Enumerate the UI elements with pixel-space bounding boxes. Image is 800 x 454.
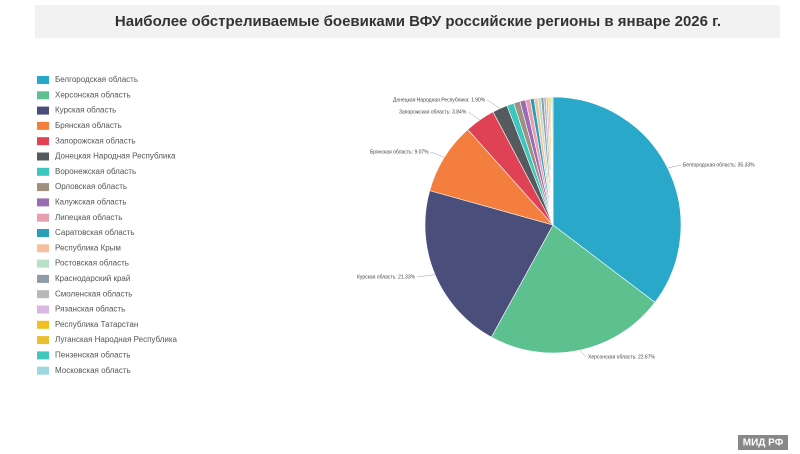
pie-slice <box>490 224 656 354</box>
legend-swatch <box>37 274 49 283</box>
value-label: Донецкая Народная Республика: 1.90% <box>393 97 486 103</box>
legend-swatch <box>37 366 49 375</box>
legend-swatch <box>37 229 49 237</box>
legend-label: Белгородская область <box>55 75 138 84</box>
legend-swatch <box>37 351 49 360</box>
legend-swatch <box>37 183 49 192</box>
leader-line <box>417 274 436 278</box>
watermark-bg <box>738 435 788 450</box>
value-label: Брянская область: 9.07% <box>370 149 429 155</box>
legend-swatch <box>37 213 49 222</box>
legend-swatch <box>37 121 49 130</box>
legend-swatch <box>37 305 49 314</box>
legend-swatch <box>37 152 49 161</box>
watermark: МИД РФ <box>743 438 784 449</box>
legend-label: Саратовская область <box>55 228 135 237</box>
legend-swatch <box>37 167 49 176</box>
legend-swatch <box>37 244 49 253</box>
legend-swatch <box>37 137 49 146</box>
legend-swatch <box>37 76 49 84</box>
legend-label: Пензенская область <box>55 351 130 360</box>
legend-label: Липецкая область <box>55 213 122 222</box>
title-band <box>35 5 780 38</box>
legend-label: Луганская Народная Республика <box>55 335 178 344</box>
legend-swatch <box>37 91 49 100</box>
legend-label: Московская область <box>55 366 131 375</box>
value-label: Белгородская область: 35.33% <box>683 162 755 168</box>
pie-slice <box>551 96 554 226</box>
pie-slice <box>424 190 554 338</box>
leader-line <box>468 111 481 121</box>
legend-swatch <box>37 259 49 268</box>
chart-title: Наиболее обстреливаемые боевиками ВФУ ро… <box>115 13 721 30</box>
legend-label: Ростовская область <box>55 259 129 268</box>
legend-label: Краснодарский край <box>55 274 130 283</box>
legend-label: Брянская область <box>55 121 122 130</box>
legend-swatch <box>37 198 49 207</box>
legend-label: Запорожская область <box>55 136 136 145</box>
legend-swatch <box>37 290 49 299</box>
legend-label: Орловская область <box>55 182 127 191</box>
leader-line <box>579 350 587 358</box>
leader-line <box>487 99 501 109</box>
legend-label: Республика Крым <box>55 243 121 252</box>
value-label: Запорожская область: 3.84% <box>399 109 467 115</box>
legend-swatch <box>37 336 49 345</box>
pie-slice <box>552 96 682 303</box>
legend-label: Донецкая Народная Республика <box>55 152 176 161</box>
legend-label: Калужская область <box>55 198 127 207</box>
legend-label: Херсонская область <box>55 90 131 99</box>
legend-label: Воронежская область <box>55 167 136 176</box>
value-label: Херсонская область: 22.67% <box>588 354 655 360</box>
legend-label: Рязанская область <box>55 305 125 314</box>
leader-line <box>430 151 445 158</box>
legend-label: Республика Татарстан <box>55 320 138 329</box>
legend-swatch <box>37 106 49 115</box>
value-label: Курская область: 21.33% <box>357 274 416 280</box>
legend-label: Смоленская область <box>55 289 132 298</box>
legend-swatch <box>37 320 49 329</box>
leader-line <box>667 164 682 169</box>
legend-label: Курская область <box>55 106 116 115</box>
